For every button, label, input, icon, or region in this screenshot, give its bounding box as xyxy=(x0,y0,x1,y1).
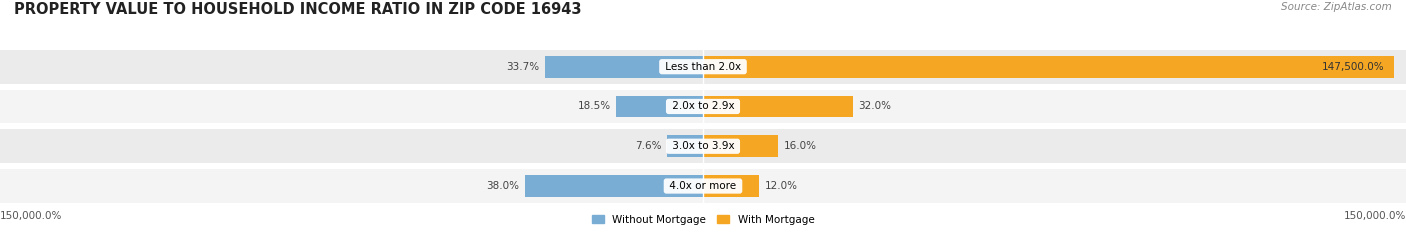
Bar xyxy=(0,129,1406,163)
Bar xyxy=(703,56,1395,78)
Text: Less than 2.0x: Less than 2.0x xyxy=(662,62,744,72)
Bar xyxy=(668,135,703,157)
Text: 2.0x to 2.9x: 2.0x to 2.9x xyxy=(669,102,737,111)
Bar xyxy=(0,50,1406,84)
Text: 7.6%: 7.6% xyxy=(636,141,662,151)
Bar xyxy=(546,56,703,78)
Text: 18.5%: 18.5% xyxy=(578,102,610,111)
Text: Source: ZipAtlas.com: Source: ZipAtlas.com xyxy=(1281,2,1392,12)
Text: 147,500.0%: 147,500.0% xyxy=(1322,62,1385,72)
Text: 16.0%: 16.0% xyxy=(783,141,817,151)
Text: 150,000.0%: 150,000.0% xyxy=(1344,211,1406,221)
Text: 33.7%: 33.7% xyxy=(506,62,540,72)
Legend: Without Mortgage, With Mortgage: Without Mortgage, With Mortgage xyxy=(588,210,818,229)
Bar xyxy=(0,169,1406,203)
Text: 32.0%: 32.0% xyxy=(859,102,891,111)
Bar xyxy=(703,95,853,117)
Text: 38.0%: 38.0% xyxy=(486,181,519,191)
Bar xyxy=(703,175,759,197)
Text: 150,000.0%: 150,000.0% xyxy=(0,211,62,221)
Text: PROPERTY VALUE TO HOUSEHOLD INCOME RATIO IN ZIP CODE 16943: PROPERTY VALUE TO HOUSEHOLD INCOME RATIO… xyxy=(14,2,582,17)
Bar xyxy=(703,135,778,157)
Text: 12.0%: 12.0% xyxy=(765,181,797,191)
Bar xyxy=(0,90,1406,123)
Text: 4.0x or more: 4.0x or more xyxy=(666,181,740,191)
Bar xyxy=(524,175,703,197)
Text: 3.0x to 3.9x: 3.0x to 3.9x xyxy=(669,141,737,151)
Bar xyxy=(616,95,703,117)
